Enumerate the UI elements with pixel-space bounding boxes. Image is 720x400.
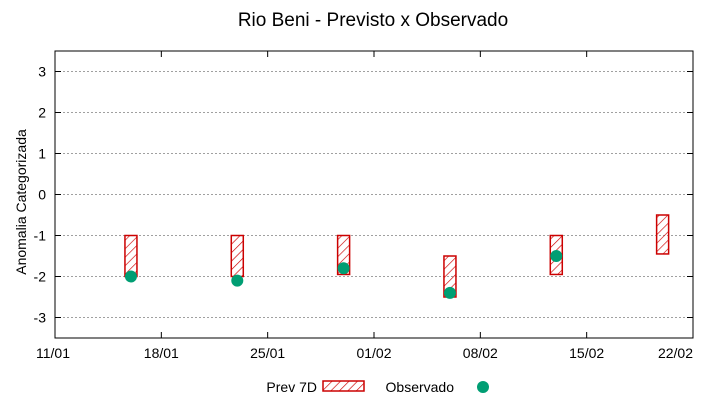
y-tick-label: -1 [34, 228, 47, 244]
plot-frame [54, 50, 694, 339]
x-tick-label: 25/01 [250, 345, 285, 361]
forecast-bar [230, 234, 245, 278]
legend-swatch-observado [477, 381, 489, 393]
y-axis: 3 2 1 0 -1 -2 -3 [34, 64, 693, 326]
observed-point [443, 286, 456, 299]
legend: Prev 7D Observado [266, 379, 489, 395]
x-tick-label: 11/01 [36, 345, 70, 361]
observed-point [550, 250, 563, 262]
x-tick-label: 01/02 [356, 345, 391, 361]
observed-point [337, 262, 350, 275]
y-tick-label: -3 [34, 310, 47, 326]
y-tick-label: -2 [34, 269, 47, 285]
forecast-bar [124, 234, 138, 278]
observed-point [231, 274, 244, 287]
x-tick-label: 08/02 [463, 345, 498, 361]
forecast-bar [655, 214, 670, 255]
x-tick-label: 15/02 [569, 345, 604, 361]
observed-point [124, 270, 137, 283]
legend-swatch-prev-7d [322, 380, 365, 392]
chart-title: Rio Beni - Previsto x Observado [238, 10, 508, 31]
y-tick-label: 1 [38, 146, 46, 162]
y-tick-label: 3 [38, 64, 46, 80]
observed-points [124, 250, 563, 299]
y-axis-label: Anomalia Categorizada [13, 129, 29, 275]
legend-label-observado: Observado [386, 379, 455, 395]
grid-lines [55, 71, 693, 318]
y-tick-label: 2 [38, 105, 46, 121]
x-tick-label: 22/02 [658, 345, 693, 361]
x-axis: 11/01 18/01 25/01 01/02 08/02 15/02 22/02 [36, 51, 694, 361]
legend-label-prev-7d: Prev 7D [266, 379, 317, 395]
x-tick-label: 18/01 [144, 345, 179, 361]
y-tick-label: 0 [38, 187, 46, 203]
forecast-bars [124, 214, 670, 298]
